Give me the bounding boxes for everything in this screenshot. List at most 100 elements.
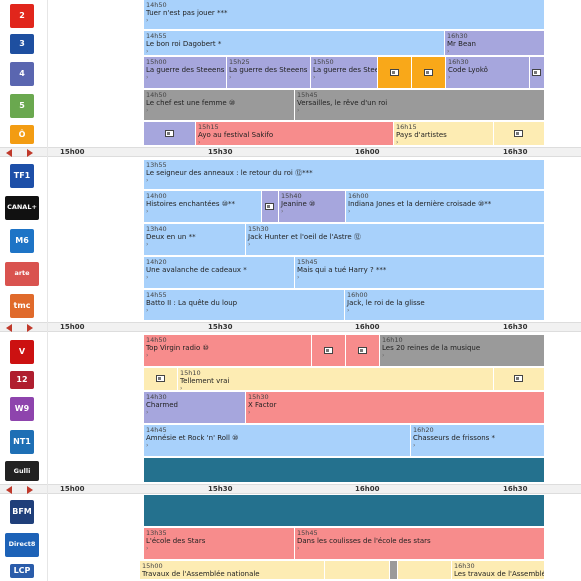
program-cell[interactable]: 14h55 Le bon roi Dagobert * › [143,31,444,55]
program-cell[interactable]: 14h30 Charmed › [143,392,245,423]
more-chevron-icon[interactable]: › [146,177,149,184]
channel-logo[interactable]: 3 [4,31,40,57]
tv-icon[interactable] [514,129,523,137]
channel-logo[interactable]: CANAL+ [4,191,40,224]
channel-logo[interactable]: Gulli [4,458,40,484]
more-chevron-icon[interactable]: › [146,274,149,281]
channel-logo[interactable]: arte [4,257,40,290]
program-cell[interactable]: 15h45 Mais qui a tué Harry ? *** › [294,257,544,288]
more-chevron-icon[interactable]: › [180,385,183,391]
tv-icon[interactable] [323,346,333,354]
program-cell[interactable] [493,122,544,145]
more-chevron-icon[interactable]: › [198,139,201,146]
program-cell[interactable]: 14h55 Batto II : La quête du loup › [143,290,344,320]
program-cell[interactable]: 13h55 Le seigneur des anneaux : le retour… [143,160,544,189]
more-chevron-icon[interactable]: › [347,307,350,314]
program-cell[interactable]: 15h30 X Factor › [245,392,544,423]
next-arrow-icon[interactable] [27,149,33,157]
tv-icon[interactable] [164,129,174,137]
channel-logo[interactable]: 5 [4,90,40,122]
more-chevron-icon[interactable]: › [146,307,149,314]
more-chevron-icon[interactable]: › [248,241,251,248]
program-cell[interactable]: 15h10 Tellement vrai › [177,368,493,390]
tv-icon[interactable] [423,68,433,76]
more-chevron-icon[interactable]: › [447,48,450,55]
program-cell[interactable] [397,561,451,579]
more-chevron-icon[interactable]: › [281,208,284,215]
channel-logo[interactable]: V [4,335,40,368]
more-chevron-icon[interactable]: › [313,74,316,81]
tv-icon[interactable] [514,375,523,382]
program-cell[interactable] [143,458,544,482]
tv-icon[interactable] [532,68,541,76]
program-cell[interactable]: 16h30 Mr Bean › [444,31,544,55]
channel-logo[interactable]: W9 [4,392,40,425]
program-cell[interactable] [377,57,411,88]
more-chevron-icon[interactable]: › [348,208,351,215]
channel-logo[interactable]: 4 [4,57,40,90]
more-chevron-icon[interactable]: › [146,545,149,552]
more-chevron-icon[interactable]: › [146,409,149,416]
prev-arrow-icon[interactable] [6,149,12,157]
more-chevron-icon[interactable]: › [146,442,149,449]
program-cell[interactable]: 15h25 La guerre des Steeens › [226,57,310,88]
more-chevron-icon[interactable]: › [146,48,149,55]
channel-logo[interactable]: 2 [4,0,40,31]
program-cell[interactable]: 15h40 Jeanine ⑩ › [278,191,345,222]
program-cell[interactable]: 15h15 Ayo au festival Sakifo › [195,122,393,145]
program-cell[interactable] [324,561,389,579]
tv-icon[interactable] [265,202,274,210]
program-cell[interactable] [261,191,278,222]
program-cell[interactable]: 16h30 Code Lyokô › [445,57,529,88]
more-chevron-icon[interactable]: › [382,352,385,359]
program-cell[interactable]: 14h00 Histoires enchantées ⑩** › [143,191,261,222]
prev-arrow-icon[interactable] [6,324,12,332]
program-cell[interactable] [311,335,345,366]
program-cell[interactable] [389,561,397,579]
program-cell[interactable]: 16h00 Indiana Jones et la dernière croisa… [345,191,544,222]
prev-arrow-icon[interactable] [6,486,12,494]
program-cell[interactable] [345,335,379,366]
more-chevron-icon[interactable]: › [248,409,251,416]
program-cell[interactable] [143,495,544,526]
program-cell[interactable] [529,57,544,88]
next-arrow-icon[interactable] [27,486,33,494]
program-cell[interactable]: 14h50 Tuer n'est pas jouer *** › [143,0,544,29]
more-chevron-icon[interactable]: › [297,274,300,281]
program-cell[interactable]: 15h00 La guerre des Steeens › [143,57,226,88]
more-chevron-icon[interactable]: › [146,107,149,114]
channel-logo[interactable]: Ô [4,122,40,147]
program-cell[interactable]: 14h50 Top Virgin radio ⑩ › [143,335,311,366]
program-cell[interactable] [411,57,445,88]
more-chevron-icon[interactable]: › [297,545,300,552]
more-chevron-icon[interactable]: › [146,241,149,248]
more-chevron-icon[interactable]: › [146,208,149,215]
program-cell[interactable]: 15h30 Jack Hunter et l'oeil de l'Astre ⑫ › [245,224,544,255]
program-cell[interactable] [493,368,544,390]
program-cell[interactable] [143,122,195,145]
more-chevron-icon[interactable]: › [146,74,149,81]
program-cell[interactable]: 16h00 Jack, le roi de la glisse › [344,290,544,320]
tv-icon[interactable] [357,346,367,354]
channel-logo[interactable]: 12 [4,368,40,392]
next-arrow-icon[interactable] [27,324,33,332]
program-cell[interactable]: 13h35 L'école des Stars › [143,528,294,559]
more-chevron-icon[interactable]: › [396,139,399,146]
tv-icon[interactable] [389,68,399,76]
channel-logo[interactable]: TF1 [4,160,40,191]
program-cell[interactable]: 13h40 Deux en un ** › [143,224,245,255]
program-cell[interactable]: 14h20 Une avalanche de cadeaux * › [143,257,294,288]
program-cell[interactable]: 16h15 Pays d'artistes › [393,122,493,145]
channel-logo[interactable]: NT1 [4,425,40,458]
program-cell[interactable]: 14h45 Amnésie et Rock 'n' Roll ⑩ › [143,425,410,456]
channel-logo[interactable]: tmc [4,290,40,322]
tv-icon[interactable] [155,375,165,382]
program-cell[interactable]: 16h10 Les 20 reines de la musique › [379,335,544,366]
program-cell[interactable]: 15h45 Versailles, le rêve d'un roi › [294,90,544,120]
more-chevron-icon[interactable]: › [146,352,149,359]
channel-logo[interactable]: Direct8 [4,528,40,561]
more-chevron-icon[interactable]: › [229,74,232,81]
